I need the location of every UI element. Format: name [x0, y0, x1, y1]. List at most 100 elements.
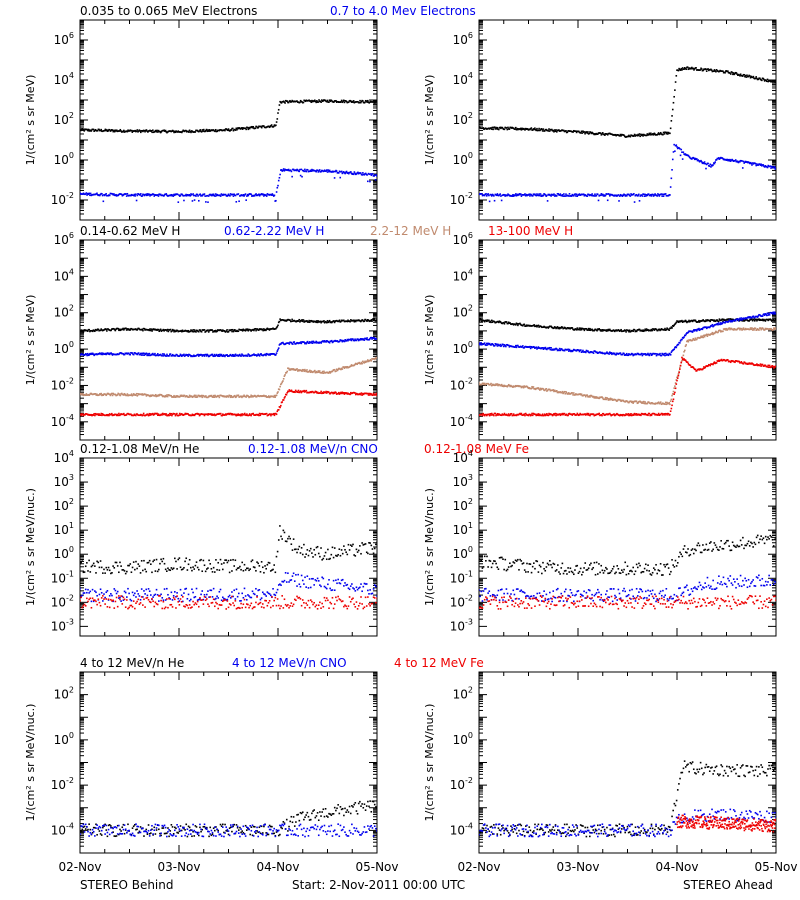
data-point: [297, 389, 300, 392]
data-point: [718, 318, 721, 320]
data-point: [656, 195, 658, 197]
data-point: [628, 329, 631, 332]
data-point: [603, 194, 605, 196]
legend-entry: 13-100 MeV H: [488, 224, 573, 238]
data-point: [148, 329, 151, 332]
data-point: [537, 129, 540, 132]
data-point: [198, 355, 200, 357]
data-point: [343, 340, 346, 343]
data-point: [299, 321, 301, 323]
data-point: [154, 395, 156, 397]
data-point: [606, 133, 609, 136]
data-point: [722, 320, 724, 323]
data-point: [710, 166, 712, 168]
data-point: [161, 354, 163, 357]
data-point: [766, 166, 769, 169]
data-point: [105, 328, 107, 331]
data-point: [515, 128, 518, 131]
data-point: [685, 320, 687, 323]
data-point: [102, 394, 105, 396]
data-point: [144, 353, 147, 356]
data-point: [494, 343, 497, 345]
data-point: [218, 355, 221, 357]
data-point: [181, 131, 183, 134]
data-point: [212, 193, 215, 196]
data-point: [265, 194, 267, 196]
data-point: [741, 320, 744, 322]
data-point: [495, 128, 498, 130]
data-point: [82, 329, 84, 332]
data-point: [522, 324, 524, 327]
data-point: [322, 372, 325, 375]
data-point: [646, 194, 649, 197]
data-point: [189, 354, 192, 357]
data-point: [538, 193, 540, 195]
data-point: [159, 130, 161, 133]
data-point: [193, 330, 195, 333]
data-point: [545, 128, 547, 131]
data-point: [144, 193, 147, 196]
data-point: [208, 395, 211, 398]
data-point: [482, 127, 485, 129]
data-point: [558, 194, 561, 196]
data-point: [641, 133, 644, 136]
data-point: [693, 68, 696, 70]
data-point: [266, 193, 269, 195]
series-black: [80, 99, 377, 134]
data-point: [686, 66, 689, 68]
data-point: [575, 193, 578, 196]
data-point: [367, 394, 370, 396]
data-point: [270, 124, 273, 126]
data-point: [207, 414, 209, 416]
data-point: [495, 194, 498, 197]
data-point: [335, 368, 338, 371]
data-point: [125, 394, 128, 397]
data-point: [122, 130, 124, 133]
data-point: [538, 127, 540, 130]
series-black: [479, 318, 776, 333]
data-point: [534, 127, 536, 130]
data-point: [296, 368, 298, 370]
data-point: [514, 194, 516, 197]
data-point: [337, 392, 339, 395]
data-point: [673, 348, 675, 351]
data-point: [497, 343, 499, 346]
series-black: [479, 66, 776, 138]
data-point: [115, 414, 118, 417]
data-point: [671, 169, 673, 171]
data-point: [341, 340, 344, 343]
data-point: [277, 391, 279, 393]
data-point: [108, 129, 111, 131]
data-point: [774, 318, 776, 320]
data-point: [354, 392, 356, 394]
data-point: [638, 133, 641, 135]
data-point: [699, 69, 702, 71]
data-point: [123, 394, 125, 396]
data-point: [105, 394, 107, 397]
data-point: [765, 79, 767, 82]
data-point: [323, 370, 325, 373]
data-point: [167, 413, 170, 416]
data-point: [111, 394, 114, 397]
data-point: [359, 339, 361, 341]
data-point: [239, 194, 242, 197]
data-point: [338, 393, 341, 395]
data-point: [316, 320, 318, 322]
data-point: [625, 352, 628, 355]
data-point: [600, 329, 603, 331]
data-point: [659, 328, 662, 331]
data-point: [142, 329, 144, 332]
data-point: [267, 396, 269, 398]
data-point: [676, 344, 678, 347]
data-point: [575, 195, 577, 197]
data-point: [149, 195, 151, 197]
data-point: [313, 370, 315, 373]
data-point: [91, 352, 94, 355]
data-point: [196, 193, 199, 196]
data-point: [92, 128, 95, 131]
data-point: [188, 396, 190, 398]
data-point: [608, 193, 610, 196]
data-marks: [80, 99, 377, 203]
data-point: [154, 393, 157, 396]
data-point: [263, 328, 265, 330]
